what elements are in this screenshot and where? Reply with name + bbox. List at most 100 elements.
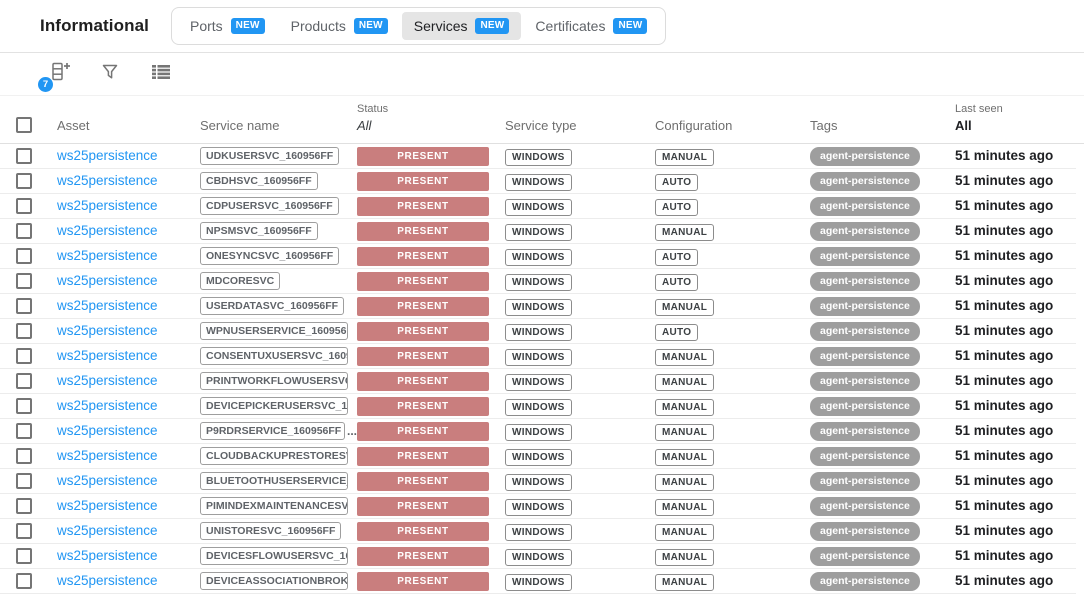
row-checkbox-cell bbox=[0, 298, 57, 314]
tag-pill[interactable]: agent-persistence bbox=[810, 547, 920, 566]
asset-link[interactable]: ws25persistence bbox=[57, 423, 158, 438]
asset-link[interactable]: ws25persistence bbox=[57, 273, 158, 288]
top-bar: Informational Ports NEW Products NEW Ser… bbox=[0, 0, 1084, 53]
service-type-chip: WINDOWS bbox=[505, 173, 572, 191]
row-checkbox[interactable] bbox=[16, 398, 32, 414]
asset-link[interactable]: ws25persistence bbox=[57, 173, 158, 188]
column-header-last-seen[interactable]: Last seen All bbox=[955, 103, 1084, 133]
asset-link[interactable]: ws25persistence bbox=[57, 448, 158, 463]
tag-pill[interactable]: agent-persistence bbox=[810, 347, 920, 366]
tag-pill[interactable]: agent-persistence bbox=[810, 322, 920, 341]
asset-link[interactable]: ws25persistence bbox=[57, 473, 158, 488]
row-checkbox[interactable] bbox=[16, 248, 32, 264]
status-badge: PRESENT bbox=[357, 546, 489, 566]
last-seen-filter-value[interactable]: All bbox=[955, 118, 972, 133]
tag-pill[interactable]: agent-persistence bbox=[810, 422, 920, 441]
configuration-cell: MANUAL bbox=[655, 497, 810, 516]
asset-link[interactable]: ws25persistence bbox=[57, 323, 158, 338]
service-name-cell: MDCORESVC bbox=[200, 272, 357, 290]
row-checkbox[interactable] bbox=[16, 198, 32, 214]
status-cell: PRESENT bbox=[357, 271, 505, 291]
last-seen-value: 51 minutes ago bbox=[955, 298, 1054, 313]
configuration-cell: MANUAL bbox=[655, 472, 810, 491]
table-row: ws25persistence P9RDRSERVICE_160956FF ..… bbox=[0, 419, 1076, 444]
row-checkbox[interactable] bbox=[16, 548, 32, 564]
asset-link[interactable]: ws25persistence bbox=[57, 298, 158, 313]
service-name-chip: UNISTORESVC_160956FF bbox=[200, 522, 342, 540]
row-checkbox[interactable] bbox=[16, 223, 32, 239]
asset-link[interactable]: ws25persistence bbox=[57, 248, 158, 263]
asset-link[interactable]: ws25persistence bbox=[57, 498, 158, 513]
asset-link[interactable]: ws25persistence bbox=[57, 198, 158, 213]
tab-ports[interactable]: Ports NEW bbox=[178, 12, 277, 40]
tag-pill[interactable]: agent-persistence bbox=[810, 147, 920, 166]
tag-pill[interactable]: agent-persistence bbox=[810, 372, 920, 391]
service-name-cell: WPNUSERSERVICE_160956FF bbox=[200, 322, 357, 340]
asset-link[interactable]: ws25persistence bbox=[57, 373, 158, 388]
row-checkbox[interactable] bbox=[16, 423, 32, 439]
tag-pill[interactable]: agent-persistence bbox=[810, 172, 920, 191]
service-type-chip: WINDOWS bbox=[505, 348, 572, 366]
table-row: ws25persistence CLOUDBACKUPRESTORESVC_ P… bbox=[0, 444, 1076, 469]
filter-button[interactable] bbox=[98, 62, 122, 86]
row-checkbox[interactable] bbox=[16, 298, 32, 314]
tag-pill[interactable]: agent-persistence bbox=[810, 197, 920, 216]
service-type-cell: WINDOWS bbox=[505, 197, 655, 216]
tag-pill[interactable]: agent-persistence bbox=[810, 497, 920, 516]
service-name-chip: BLUETOOTHUSERSERVICE_16 bbox=[200, 472, 348, 490]
row-checkbox[interactable] bbox=[16, 473, 32, 489]
table-row: ws25persistence DEVICEASSOCIATIONBROKER … bbox=[0, 569, 1076, 594]
asset-cell: ws25persistence bbox=[57, 347, 200, 365]
asset-cell: ws25persistence bbox=[57, 147, 200, 165]
new-badge: NEW bbox=[613, 18, 648, 34]
status-badge: PRESENT bbox=[357, 171, 489, 191]
tag-pill[interactable]: agent-persistence bbox=[810, 447, 920, 466]
asset-link[interactable]: ws25persistence bbox=[57, 348, 158, 363]
service-name-cell: CDPUSERSVC_160956FF bbox=[200, 197, 357, 215]
asset-link[interactable]: ws25persistence bbox=[57, 223, 158, 238]
add-column-button[interactable]: 7 bbox=[38, 62, 71, 92]
tag-pill[interactable]: agent-persistence bbox=[810, 522, 920, 541]
row-checkbox[interactable] bbox=[16, 323, 32, 339]
tab-certificates[interactable]: Certificates NEW bbox=[523, 12, 659, 40]
asset-cell: ws25persistence bbox=[57, 447, 200, 465]
tag-pill[interactable]: agent-persistence bbox=[810, 397, 920, 416]
row-checkbox[interactable] bbox=[16, 523, 32, 539]
column-header-status[interactable]: Status All bbox=[357, 103, 505, 133]
status-filter-value[interactable]: All bbox=[357, 118, 372, 133]
row-checkbox[interactable] bbox=[16, 348, 32, 364]
service-type-chip: WINDOWS bbox=[505, 523, 572, 541]
tags-cell: agent-persistence bbox=[810, 521, 955, 541]
tag-pill[interactable]: agent-persistence bbox=[810, 297, 920, 316]
row-checkbox[interactable] bbox=[16, 373, 32, 389]
service-type-chip: WINDOWS bbox=[505, 398, 572, 416]
asset-cell: ws25persistence bbox=[57, 497, 200, 515]
row-checkbox[interactable] bbox=[16, 173, 32, 189]
last-seen-cell: 51 minutes ago bbox=[955, 322, 1076, 340]
asset-link[interactable]: ws25persistence bbox=[57, 548, 158, 563]
row-checkbox[interactable] bbox=[16, 573, 32, 589]
list-view-button[interactable] bbox=[149, 62, 173, 86]
asset-link[interactable]: ws25persistence bbox=[57, 148, 158, 163]
tag-pill[interactable]: agent-persistence bbox=[810, 247, 920, 266]
tag-pill[interactable]: agent-persistence bbox=[810, 472, 920, 491]
asset-link[interactable]: ws25persistence bbox=[57, 573, 158, 588]
service-name-chip: USERDATASVC_160956FF bbox=[200, 297, 345, 315]
service-name-cell: NPSMSVC_160956FF bbox=[200, 222, 357, 240]
tag-pill[interactable]: agent-persistence bbox=[810, 272, 920, 291]
tab-products[interactable]: Products NEW bbox=[279, 12, 400, 40]
row-checkbox[interactable] bbox=[16, 448, 32, 464]
tag-pill[interactable]: agent-persistence bbox=[810, 572, 920, 591]
asset-link[interactable]: ws25persistence bbox=[57, 523, 158, 538]
row-checkbox[interactable] bbox=[16, 273, 32, 289]
configuration-chip: AUTO bbox=[655, 248, 699, 266]
select-all-checkbox[interactable] bbox=[16, 117, 32, 133]
service-name-cell: DEVICEPICKERUSERSVC_160 bbox=[200, 397, 357, 415]
tab-services[interactable]: Services NEW bbox=[401, 12, 522, 40]
row-checkbox[interactable] bbox=[16, 148, 32, 164]
row-checkbox[interactable] bbox=[16, 498, 32, 514]
tag-pill[interactable]: agent-persistence bbox=[810, 222, 920, 241]
configuration-chip: MANUAL bbox=[655, 498, 715, 516]
row-checkbox-cell bbox=[0, 573, 57, 589]
asset-link[interactable]: ws25persistence bbox=[57, 398, 158, 413]
